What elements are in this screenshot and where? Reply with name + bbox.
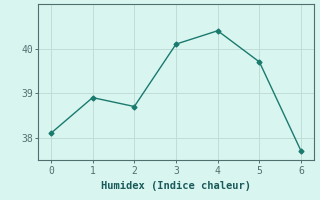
X-axis label: Humidex (Indice chaleur): Humidex (Indice chaleur): [101, 181, 251, 191]
